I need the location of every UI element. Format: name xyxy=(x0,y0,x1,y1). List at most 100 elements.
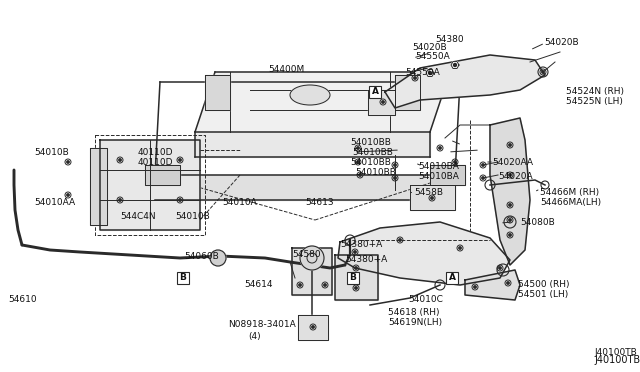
Circle shape xyxy=(429,71,431,74)
Circle shape xyxy=(509,234,511,236)
Circle shape xyxy=(359,174,361,176)
Text: 54550A: 54550A xyxy=(415,52,450,61)
Text: A: A xyxy=(371,87,378,96)
Polygon shape xyxy=(465,270,520,300)
Circle shape xyxy=(324,284,326,286)
Circle shape xyxy=(507,282,509,284)
Text: 54500 (RH): 54500 (RH) xyxy=(518,280,570,289)
Circle shape xyxy=(300,246,324,270)
Circle shape xyxy=(67,161,69,163)
Text: 544C4N: 544C4N xyxy=(120,212,156,221)
Text: 54550A: 54550A xyxy=(405,68,440,77)
Text: J40100TB: J40100TB xyxy=(594,348,637,357)
Polygon shape xyxy=(385,55,545,108)
Text: 54010A: 54010A xyxy=(222,198,257,207)
Text: 54580: 54580 xyxy=(292,250,321,259)
Text: 54020AA: 54020AA xyxy=(492,158,533,167)
Polygon shape xyxy=(90,148,107,225)
Circle shape xyxy=(509,204,511,206)
Text: 54020B: 54020B xyxy=(412,43,447,52)
Text: 54613: 54613 xyxy=(305,198,333,207)
Text: 54010B: 54010B xyxy=(34,148,68,157)
Circle shape xyxy=(382,101,384,103)
Text: 54466M (RH): 54466M (RH) xyxy=(540,188,599,197)
Text: N08918-3401A: N08918-3401A xyxy=(228,320,296,329)
Circle shape xyxy=(439,147,441,149)
Circle shape xyxy=(119,199,121,201)
Text: 54524N (RH): 54524N (RH) xyxy=(566,87,624,96)
Text: 54466MA(LH): 54466MA(LH) xyxy=(540,198,601,207)
Circle shape xyxy=(210,250,226,266)
Text: 54010BA: 54010BA xyxy=(418,172,459,181)
Polygon shape xyxy=(410,185,455,210)
Text: (4): (4) xyxy=(248,332,260,341)
Circle shape xyxy=(482,164,484,166)
Circle shape xyxy=(454,64,456,67)
Polygon shape xyxy=(368,90,395,115)
Circle shape xyxy=(509,144,511,146)
Text: A: A xyxy=(449,273,456,282)
Polygon shape xyxy=(338,222,510,285)
FancyBboxPatch shape xyxy=(347,272,359,284)
Text: 54380+A: 54380+A xyxy=(345,255,387,264)
Circle shape xyxy=(67,194,69,196)
Text: 54380: 54380 xyxy=(435,35,463,44)
Polygon shape xyxy=(205,75,230,110)
Circle shape xyxy=(414,77,416,79)
Text: 54010C: 54010C xyxy=(408,295,443,304)
Polygon shape xyxy=(451,61,459,68)
Circle shape xyxy=(357,147,359,149)
Text: 40110D: 40110D xyxy=(138,148,173,157)
Circle shape xyxy=(357,161,359,163)
Circle shape xyxy=(399,239,401,241)
Text: 54010BB: 54010BB xyxy=(350,158,391,167)
FancyBboxPatch shape xyxy=(177,272,189,284)
Circle shape xyxy=(459,247,461,249)
Circle shape xyxy=(179,159,181,161)
Text: B: B xyxy=(180,273,186,282)
FancyBboxPatch shape xyxy=(369,86,381,98)
Text: 54619N(LH): 54619N(LH) xyxy=(388,318,442,327)
Text: 5458B: 5458B xyxy=(414,188,443,197)
Circle shape xyxy=(394,177,396,179)
Text: J40100TB: J40100TB xyxy=(594,355,640,365)
Text: 54010BB: 54010BB xyxy=(355,168,396,177)
Circle shape xyxy=(179,199,181,201)
Text: 54020A: 54020A xyxy=(498,172,532,181)
Circle shape xyxy=(474,286,476,288)
Circle shape xyxy=(499,267,501,269)
Polygon shape xyxy=(335,255,378,300)
Text: 54380+A: 54380+A xyxy=(340,240,382,249)
Circle shape xyxy=(312,326,314,328)
Polygon shape xyxy=(292,248,332,295)
Circle shape xyxy=(454,161,456,163)
Polygon shape xyxy=(490,118,530,265)
Circle shape xyxy=(482,177,484,179)
Text: 54010B: 54010B xyxy=(175,212,210,221)
Polygon shape xyxy=(145,165,180,185)
Circle shape xyxy=(355,287,357,289)
Circle shape xyxy=(354,251,356,253)
Polygon shape xyxy=(298,315,328,340)
Polygon shape xyxy=(195,132,430,157)
Circle shape xyxy=(509,174,511,176)
Text: 54610: 54610 xyxy=(8,295,36,304)
Polygon shape xyxy=(426,70,434,77)
Polygon shape xyxy=(100,140,200,230)
Text: 54501 (LH): 54501 (LH) xyxy=(518,290,568,299)
Text: 54525N (LH): 54525N (LH) xyxy=(566,97,623,106)
Text: 40110D: 40110D xyxy=(138,158,173,167)
Text: 54614: 54614 xyxy=(244,280,273,289)
Ellipse shape xyxy=(290,85,330,105)
Circle shape xyxy=(509,219,511,221)
Circle shape xyxy=(355,267,357,269)
Text: B: B xyxy=(349,273,356,282)
FancyBboxPatch shape xyxy=(446,272,458,284)
Text: 54010BB: 54010BB xyxy=(352,148,393,157)
Circle shape xyxy=(299,284,301,286)
Circle shape xyxy=(542,71,544,73)
Text: 54010AA: 54010AA xyxy=(34,198,75,207)
Text: 54080B: 54080B xyxy=(520,218,555,227)
Circle shape xyxy=(394,164,396,166)
Polygon shape xyxy=(430,165,465,185)
